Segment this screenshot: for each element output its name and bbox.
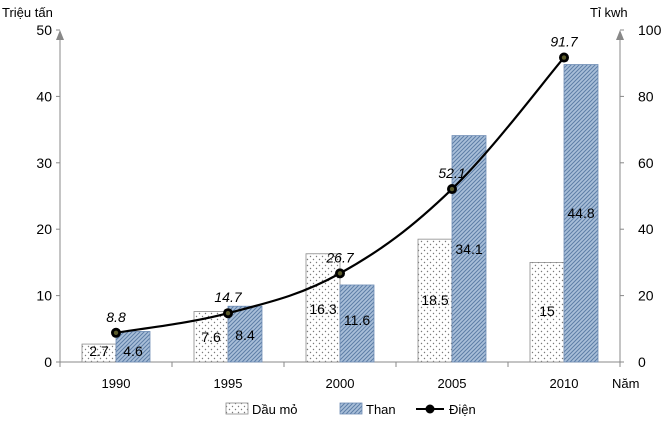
point-dien-center [113,330,119,335]
legend: Dầu mỏ Than Điện [225,402,476,417]
y-left-axis-arrow [56,30,64,40]
line-dien [115,56,565,334]
y-right-tick-label: 60 [638,155,654,171]
point-dien-center [449,186,455,192]
bar-than [563,64,599,363]
point-dien-center [561,55,567,60]
y-left-tick-label: 0 [44,354,52,370]
bar-dau-mo [529,261,565,363]
bar-than [451,135,487,363]
point-dien-center [225,310,231,316]
y-right-tick-label: 40 [638,221,654,237]
bar-label-than: 34.1 [455,241,482,257]
x-tick-label: 2010 [550,376,579,391]
y-left-tick-label: 30 [36,155,52,171]
line-label-dien: 52.1 [438,165,465,181]
bars-group: 2.7 7.6 16.3 18.5 15 4.6 8.4 11.6 34.1 44.8 [81,64,599,363]
x-tick-label: 2000 [326,376,355,391]
legend-label-than: Than [366,402,396,417]
bar-label-dau-mo: 15 [539,303,555,319]
legend-label-dau-mo: Dầu mỏ [252,402,298,417]
bar-label-dau-mo: 7.6 [201,329,221,345]
y-right-tick-label: 0 [638,354,646,370]
y-left-tick-label: 20 [36,221,52,237]
y-left-tick-label: 50 [36,22,52,38]
y-left-axis-title: Triệu tấn [2,5,53,20]
y-right-axis-title: Tỉ kwh [590,5,628,20]
legend-marker-dien [425,404,435,414]
point-dien-center [337,271,343,276]
bar-label-dau-mo: 18.5 [421,292,448,308]
x-tick-label: 2005 [438,376,467,391]
x-tick-label: 1990 [102,376,131,391]
y-right-ticks: 0 20 40 60 80 100 [620,22,662,370]
legend-label-dien: Điện [449,402,476,417]
x-tick-label: 1995 [214,376,243,391]
bar-dau-mo [417,238,453,363]
bar-than [115,331,151,363]
line-label-dien: 26.7 [325,249,354,265]
line-label-dien: 14.7 [214,289,242,305]
y-left-ticks: 0 10 20 30 40 50 [36,22,60,370]
legend-swatch-dau-mo [225,402,249,415]
y-left-tick-label: 40 [36,88,52,104]
y-right-tick-label: 20 [638,288,654,304]
line-label-dien: 8.8 [106,309,126,325]
y-left-tick-label: 10 [36,288,52,304]
bar-label-than: 4.6 [123,343,143,359]
bar-label-than: 11.6 [344,312,370,328]
bar-label-dau-mo: 16.3 [309,301,336,317]
line-group: 8.8 14.7 26.7 52.1 91.7 [106,34,579,338]
bar-dau-mo [305,253,341,363]
x-ticks: 1990 1995 2000 2005 2010 [59,362,621,391]
line-label-dien: 91.7 [550,34,578,50]
y-right-tick-label: 100 [638,22,662,38]
bar-label-dau-mo: 2.7 [89,343,109,359]
y-right-tick-label: 80 [638,88,654,104]
bar-label-than: 44.8 [567,205,594,221]
bar-than [227,305,263,363]
legend-swatch-than [339,402,363,415]
y-right-axis-arrow [616,30,624,40]
x-axis-title: Năm [612,376,639,391]
bar-than [339,284,375,363]
bar-label-than: 8.4 [235,327,255,343]
